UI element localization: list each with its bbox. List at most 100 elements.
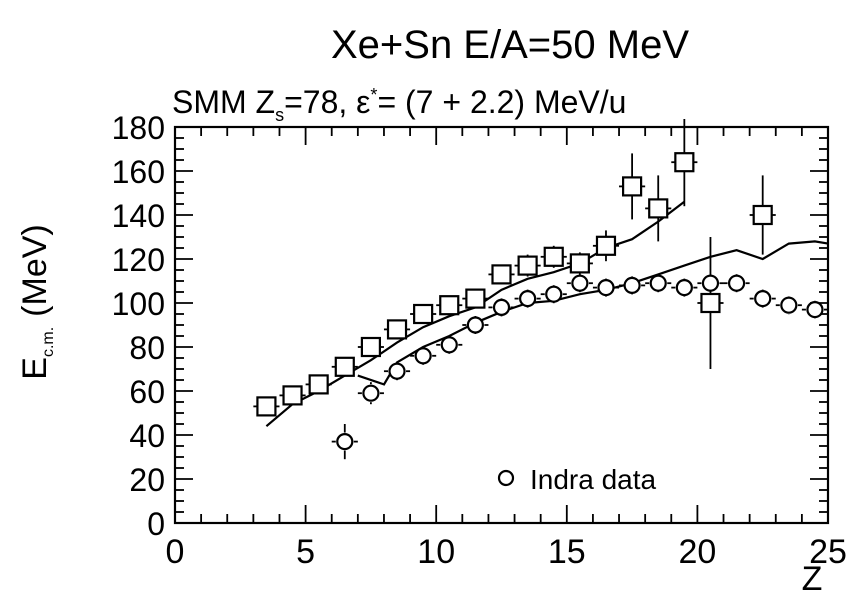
- square-marker: [595, 235, 617, 256]
- subtitle-prefix: SMM Z: [172, 84, 275, 120]
- data-point-square: [331, 356, 358, 377]
- data-point-circle: [697, 274, 724, 293]
- data-point-circle: [671, 278, 698, 297]
- plot-border: [173, 125, 830, 525]
- y-tick-label: 160: [112, 154, 165, 190]
- subtitle-middle: =78, ε: [284, 84, 370, 120]
- data-point-square: [462, 288, 489, 309]
- x-tick-label: 25: [809, 533, 847, 571]
- data-point-square: [357, 336, 384, 358]
- y-axis-label: Ec.m. (MeV): [16, 224, 57, 379]
- data-point-square: [436, 295, 463, 316]
- data-point-square: [253, 396, 280, 417]
- y-tick-label: 20: [129, 462, 165, 498]
- circle-marker: [388, 362, 406, 380]
- data-point-circle: [619, 276, 646, 295]
- square-marker: [700, 292, 721, 314]
- data-point-circle: [775, 296, 802, 315]
- subtitle-subscript: s: [275, 105, 284, 125]
- data-point-square: [410, 303, 437, 325]
- subtitle-superscript: *: [370, 85, 377, 105]
- x-tick-label: 0: [166, 533, 185, 571]
- data-point-square: [383, 319, 411, 340]
- data-point-square: [540, 245, 567, 268]
- data-point-circle: [331, 424, 358, 460]
- circle-marker: [780, 296, 798, 314]
- y-axis-label-sub: c.m.: [40, 327, 57, 357]
- data-point-circle: [488, 298, 515, 317]
- x-tick-label: 20: [678, 533, 716, 571]
- data-point-circle: [801, 300, 828, 319]
- data-point-circle: [357, 382, 384, 405]
- y-tick-label: 40: [129, 418, 165, 454]
- square-marker: [334, 356, 355, 377]
- data-marks: [253, 119, 828, 460]
- data-point-square: [671, 119, 698, 207]
- data-point-square: [749, 175, 776, 255]
- data-point-circle: [645, 274, 672, 293]
- data-point-square: [279, 385, 306, 406]
- circle-marker: [623, 276, 641, 294]
- subtitle-suffix: = (7 + 2.2) MeV/u: [377, 84, 626, 120]
- circle-marker: [519, 290, 537, 308]
- circle-marker: [754, 290, 772, 308]
- square-marker: [282, 385, 303, 406]
- circle-marker: [701, 274, 720, 292]
- circle-marker: [649, 274, 667, 292]
- circle-marker: [571, 274, 589, 292]
- data-point-square: [697, 237, 724, 369]
- circle-marker: [336, 433, 354, 451]
- data-point-circle: [462, 316, 489, 334]
- square-marker: [256, 396, 277, 417]
- square-marker: [413, 303, 434, 325]
- chart-subtitle: SMM Zs=78, ε*= (7 + 2.2) MeV/u: [172, 84, 626, 125]
- y-axis-label-unit: (MeV): [16, 224, 54, 317]
- data-point-circle: [540, 285, 567, 304]
- plot-frame: [173, 125, 830, 525]
- chart-title: Xe+Sn E/A=50 MeV: [331, 23, 689, 67]
- data-point-square: [514, 254, 541, 277]
- data-point-square: [305, 374, 332, 395]
- circle-marker: [597, 279, 615, 297]
- data-point-circle: [566, 274, 593, 293]
- y-tick-label: 180: [112, 110, 165, 146]
- circle-marker: [545, 285, 563, 303]
- data-point-square: [566, 252, 593, 275]
- data-point-square: [592, 230, 620, 262]
- circle-marker: [414, 347, 432, 365]
- square-marker: [386, 319, 408, 340]
- model-curve-3: [357, 240, 829, 386]
- square-marker: [569, 253, 590, 274]
- y-tick-label: 120: [112, 242, 165, 278]
- data-point-circle: [592, 278, 620, 297]
- square-marker: [674, 152, 695, 173]
- legend-label: Indra data: [530, 464, 657, 495]
- legend-circle-marker: [497, 469, 515, 487]
- x-tick-label: 5: [296, 533, 315, 571]
- y-tick-label: 0: [147, 506, 165, 542]
- data-point-square: [645, 175, 672, 242]
- data-point-circle: [436, 335, 463, 354]
- x-tick-label: 10: [417, 533, 455, 571]
- y-tick-label: 80: [129, 330, 165, 366]
- circle-marker: [492, 298, 511, 316]
- data-point-circle: [410, 346, 437, 365]
- square-marker: [439, 295, 460, 316]
- data-point-circle: [514, 289, 541, 308]
- square-marker: [621, 176, 643, 197]
- y-axis-label-main: E: [16, 357, 54, 380]
- data-point-circle: [723, 274, 750, 293]
- square-marker: [308, 374, 329, 395]
- square-marker: [543, 246, 564, 267]
- y-tick-label: 140: [112, 198, 165, 234]
- x-tick-label: 15: [548, 533, 586, 571]
- circle-marker: [806, 301, 824, 319]
- y-tick-label: 100: [112, 286, 165, 322]
- axis-ticks: [174, 126, 829, 524]
- square-marker: [648, 198, 669, 219]
- data-point-circle: [383, 362, 411, 381]
- model-curve-2: [265, 200, 685, 428]
- data-point-circle: [749, 289, 776, 308]
